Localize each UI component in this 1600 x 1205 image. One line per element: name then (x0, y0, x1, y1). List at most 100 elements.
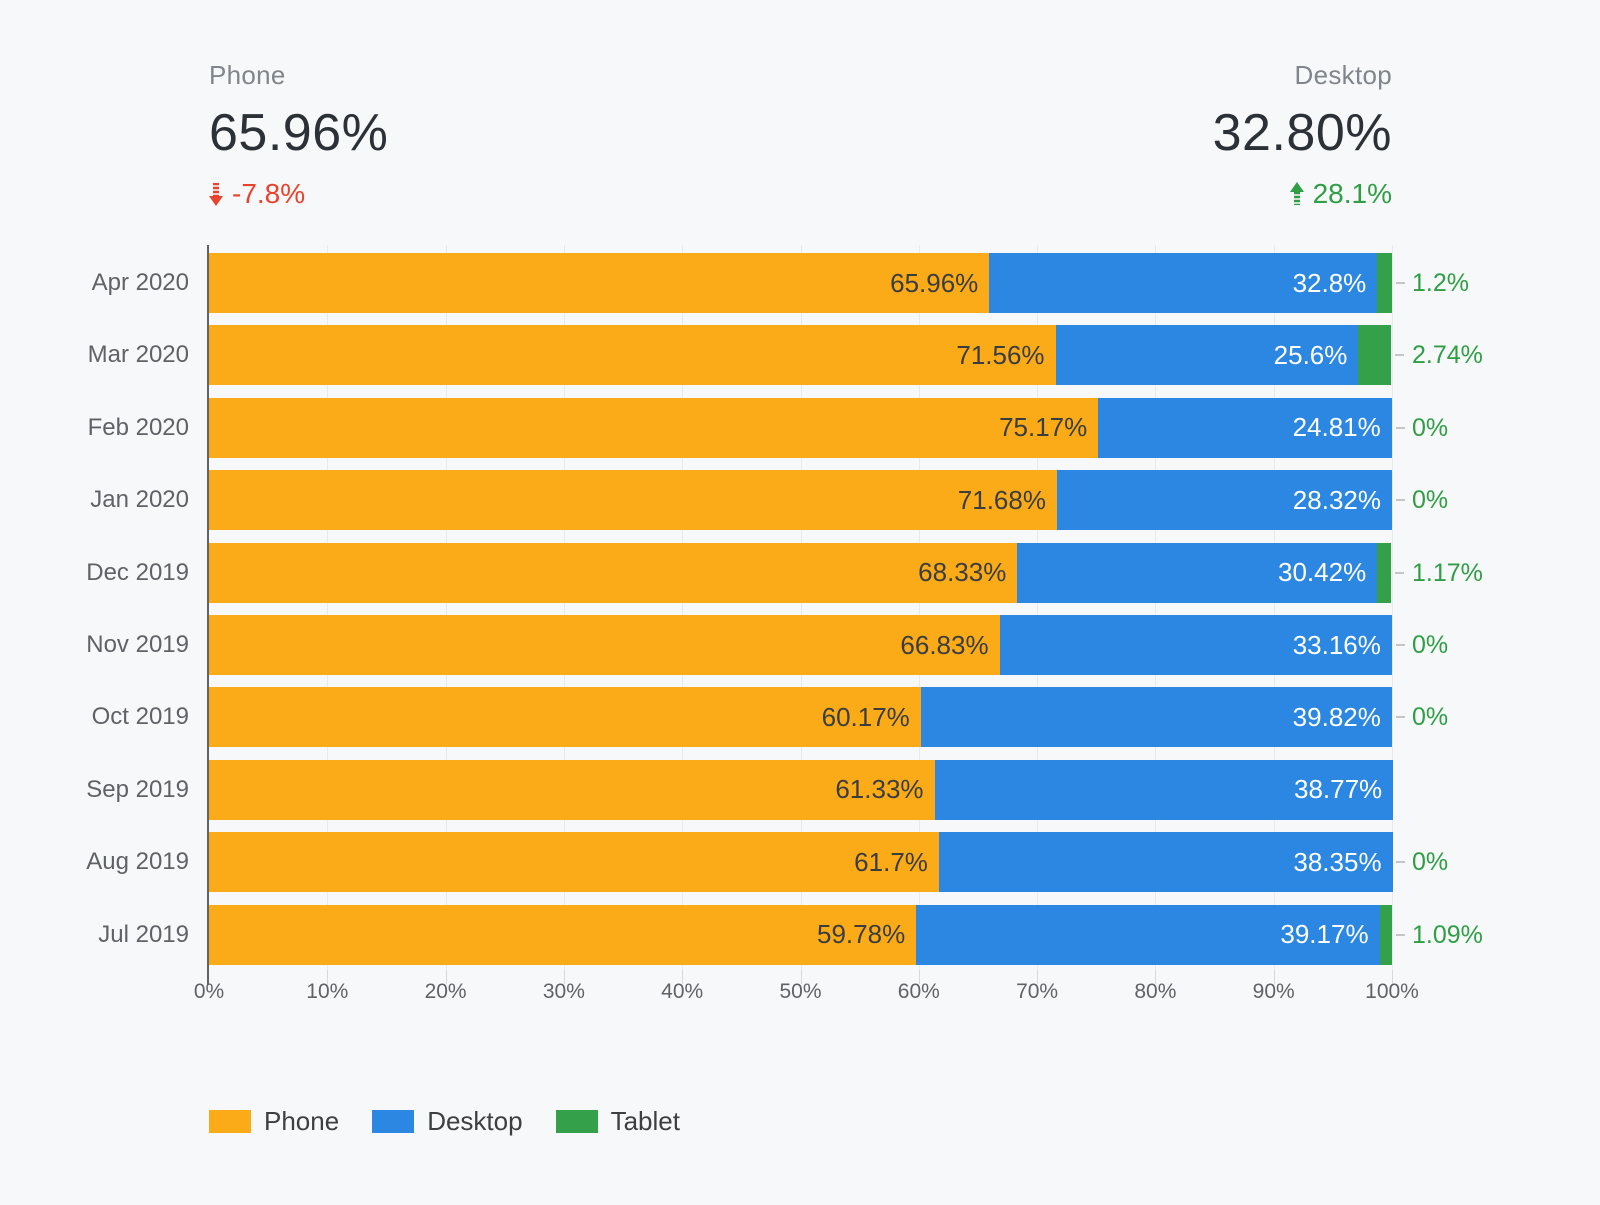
phone-bar-label: 61.33% (835, 774, 924, 805)
x-axis-tick (800, 970, 802, 984)
desktop-bar-segment[interactable]: 28.32% (1056, 470, 1392, 531)
tablet-bar-label: 0% (1412, 486, 1449, 515)
phone-bar-label: 75.17% (999, 412, 1088, 443)
y-axis-label: Mar 2020 (87, 341, 189, 369)
desktop-bar-label: 39.82% (1292, 701, 1381, 732)
desktop-bar-segment[interactable]: 38.77% (934, 759, 1394, 820)
bar-row: 61.7% 38.35% 0% (209, 832, 1448, 893)
phone-bar-segment[interactable]: 65.96% (209, 253, 990, 313)
desktop-bar-segment[interactable]: 39.17% (916, 904, 1380, 965)
phone-bar-label: 59.78% (817, 919, 906, 950)
phone-bar-segment[interactable]: 59.78% (209, 904, 917, 965)
phone-bar-segment[interactable]: 61.33% (209, 759, 935, 820)
x-axis-label: 20% (424, 980, 467, 1003)
x-axis-label: 40% (661, 980, 704, 1003)
phone-bar-segment[interactable]: 66.83% (209, 615, 1000, 675)
legend-item-tablet[interactable]: Tablet (555, 1106, 680, 1137)
phone-bar-segment[interactable]: 68.33% (209, 542, 1018, 603)
gridline (1155, 245, 1157, 970)
tablet-bar-label: 1.17% (1412, 558, 1483, 587)
legend-label: Desktop (427, 1106, 523, 1136)
desktop-bar-label: 38.77% (1293, 774, 1383, 805)
phone-bar-segment[interactable]: 71.68% (209, 470, 1057, 531)
desktop-bar-segment[interactable]: 38.35% (938, 832, 1393, 893)
desktop-bar-segment[interactable]: 33.16% (999, 615, 1392, 675)
gridline (327, 245, 329, 970)
gridline (563, 245, 565, 970)
tablet-label-tick (1395, 426, 1405, 429)
gridline (1037, 245, 1039, 970)
desktop-bar-segment[interactable]: 30.42% (1017, 542, 1378, 603)
tablet-bar-label: 1.09% (1412, 920, 1483, 949)
x-axis-tick (1392, 970, 1393, 984)
tablet-bar-segment[interactable] (1377, 542, 1392, 603)
tablet-label-tick (1395, 282, 1405, 284)
desktop-bar-segment[interactable]: 39.82% (920, 687, 1392, 748)
y-axis-label: Jan 2020 (90, 486, 189, 514)
legend-item-phone[interactable]: Phone (209, 1106, 339, 1137)
tablet-bar-segment[interactable] (1358, 325, 1391, 386)
x-axis-label: 100% (1365, 980, 1419, 1003)
tablet-label-tick (1395, 644, 1405, 646)
y-axis-label: Oct 2019 (91, 703, 189, 731)
desktop-bar-segment[interactable]: 25.6% (1055, 325, 1359, 386)
desktop-bar-label: 38.35% (1293, 846, 1382, 877)
y-axis-label: Sep 2019 (86, 775, 189, 803)
desktop-bar-label: 33.16% (1292, 629, 1381, 660)
desktop-bar-label: 25.6% (1273, 339, 1348, 370)
legend-swatch (209, 1110, 251, 1133)
gridline (1273, 245, 1275, 970)
legend-item-desktop[interactable]: Desktop (372, 1106, 523, 1137)
x-axis-tick (445, 970, 447, 984)
x-axis-label: 30% (542, 980, 585, 1003)
desktop-bar-label: 28.32% (1292, 484, 1381, 515)
scorecard-desktop-title: Desktop (1294, 60, 1392, 90)
tablet-bar-label: 2.74% (1412, 341, 1483, 370)
x-axis-tick (327, 970, 329, 984)
gridline (800, 245, 802, 970)
tablet-label-tick (1396, 933, 1405, 936)
phone-bar-segment[interactable]: 61.7% (209, 832, 939, 893)
legend-label: Phone (264, 1106, 340, 1136)
trend-down-arrow-icon (209, 182, 223, 206)
y-axis-line (207, 245, 209, 985)
phone-bar-segment[interactable]: 71.56% (209, 325, 1056, 386)
phone-bar-label: 65.96% (890, 267, 979, 298)
bar-row: 59.78% 39.17% 1.09% (209, 904, 1483, 965)
plot-area: 65.96% 32.8% 1.2% 71.56% 25.6% 2.74% 75.17% 24.… (207, 244, 1483, 985)
phone-bar-segment[interactable]: 60.17% (209, 687, 921, 748)
tablet-bar-segment[interactable] (1379, 904, 1393, 965)
x-axis-label: 0% (193, 980, 225, 1003)
x-axis-label: 70% (1016, 980, 1059, 1003)
bar-row: 65.96% 32.8% 1.2% (209, 253, 1469, 313)
phone-bar-label: 68.33% (918, 557, 1007, 588)
scorecard-desktop: Desktop 32.80% 28.1% (1213, 60, 1392, 209)
bar-row: 71.56% 25.6% 2.74% (209, 325, 1483, 386)
desktop-bar-label: 32.8% (1292, 267, 1367, 298)
scorecard-phone-delta-text: -7.8% (232, 178, 306, 209)
scorecard-phone-title: Phone (209, 60, 286, 90)
phone-bar-label: 60.17% (821, 701, 910, 732)
legend-swatch (555, 1110, 598, 1133)
desktop-bar-label: 30.42% (1278, 557, 1367, 588)
tablet-bar-label: 0% (1412, 848, 1449, 877)
x-axis-label: 10% (306, 980, 349, 1003)
gridline (445, 245, 447, 970)
tablet-label-tick (1394, 354, 1404, 357)
tablet-label-tick (1396, 861, 1405, 864)
tablet-bar-segment[interactable] (1377, 253, 1392, 313)
gridline (682, 245, 684, 970)
tablet-bar-label: 0% (1412, 631, 1449, 659)
tablet-label-tick (1395, 716, 1405, 719)
phone-bar-label: 71.56% (956, 339, 1045, 370)
y-axis-label: Feb 2020 (87, 413, 189, 441)
desktop-bar-segment[interactable]: 32.8% (989, 253, 1378, 313)
legend-swatch (372, 1110, 415, 1133)
phone-bar-segment[interactable]: 75.17% (209, 397, 1099, 458)
phone-bar-label: 71.68% (957, 484, 1046, 515)
x-axis-tick (1155, 970, 1157, 984)
bar-row: 61.33% 38.77% (209, 759, 1394, 820)
desktop-bar-segment[interactable]: 24.81% (1098, 397, 1392, 458)
scorecard-desktop-delta-text: 28.1% (1312, 178, 1392, 209)
tablet-bar-label: 1.2% (1412, 269, 1469, 297)
